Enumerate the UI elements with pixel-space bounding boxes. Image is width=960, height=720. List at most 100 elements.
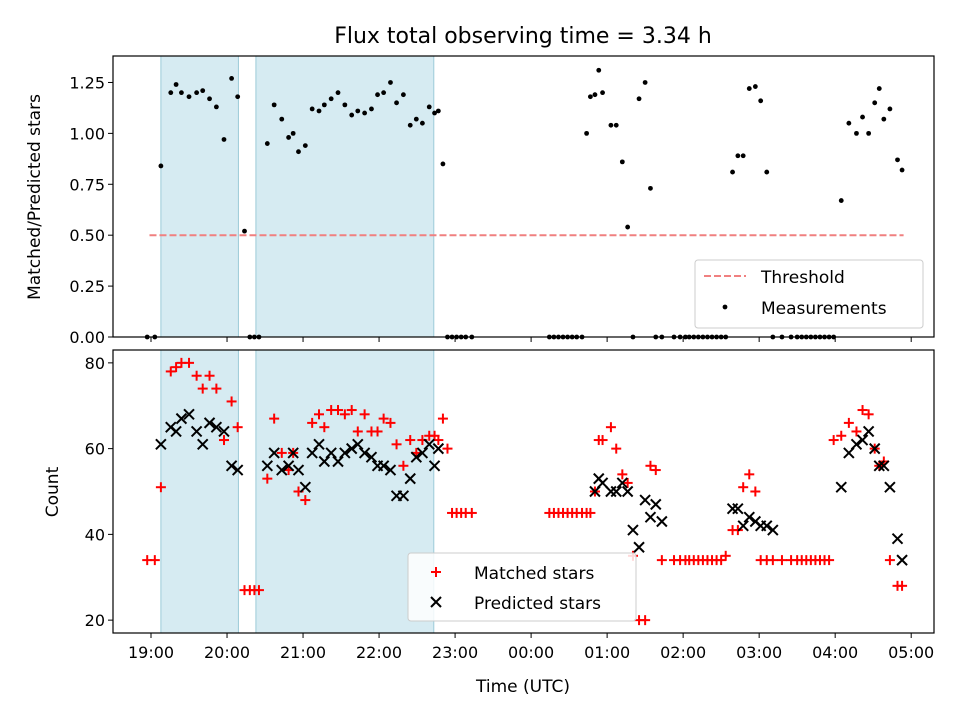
matched-legend-label: Matched stars bbox=[474, 564, 594, 584]
measurements-legend-swatch bbox=[722, 304, 728, 310]
predicted-star-point bbox=[610, 485, 622, 498]
predicted-star-point bbox=[862, 425, 875, 438]
measurement-point bbox=[235, 94, 241, 100]
matched-star-point bbox=[226, 396, 237, 407]
predicted-star-point bbox=[644, 511, 657, 523]
y-tick-label: 0.50 bbox=[69, 226, 105, 245]
predicted-star-point bbox=[850, 438, 863, 451]
predicted-star-point bbox=[397, 490, 410, 502]
y-tick-label: 1.25 bbox=[69, 73, 105, 92]
matched-star-point bbox=[433, 435, 444, 446]
predicted-star-point bbox=[856, 434, 869, 446]
measurement-point bbox=[316, 108, 322, 114]
measurement-point bbox=[381, 90, 387, 96]
predicted-star-point bbox=[306, 447, 318, 459]
matched-star-point bbox=[851, 426, 862, 437]
measurement-point bbox=[309, 106, 315, 112]
matched-star-point bbox=[405, 435, 416, 446]
matched-star-point bbox=[843, 417, 854, 428]
measurement-point bbox=[286, 135, 292, 140]
predicted-star-point bbox=[175, 412, 188, 425]
measurement-point bbox=[881, 116, 887, 122]
matched-star-point bbox=[385, 417, 396, 428]
measurement-point bbox=[876, 86, 882, 91]
matched-star-point bbox=[597, 435, 608, 446]
y-tick-label: 40 bbox=[85, 525, 105, 544]
top-axes-frame bbox=[112, 55, 935, 338]
measurement-point bbox=[642, 80, 648, 85]
measurement-point bbox=[587, 94, 593, 100]
measurement-point bbox=[186, 94, 192, 100]
predicted-star-point bbox=[210, 421, 223, 433]
matched-star-point bbox=[650, 465, 661, 476]
predicted-star-point bbox=[155, 438, 167, 451]
predicted-star-point bbox=[345, 442, 358, 455]
predicted-star-point bbox=[352, 438, 364, 451]
matched-star-point bbox=[750, 486, 761, 497]
matched-star-point bbox=[155, 482, 166, 493]
y-tick-label: 0.25 bbox=[69, 277, 105, 296]
predicted-legend-label: Predicted stars bbox=[474, 594, 601, 614]
measurement-point bbox=[636, 96, 642, 102]
predicted-star-point bbox=[596, 477, 609, 489]
predicted-star-point bbox=[384, 464, 397, 476]
predicted-star-point bbox=[732, 502, 744, 515]
measurement-point bbox=[735, 153, 741, 159]
x-tick-label: 19:00 bbox=[128, 643, 174, 662]
matched-star-point bbox=[767, 555, 778, 566]
measurement-point bbox=[746, 86, 752, 91]
predicted-star-point bbox=[627, 524, 639, 536]
x-tick-label: 00:00 bbox=[508, 643, 554, 662]
measurement-point bbox=[400, 92, 406, 98]
top-x-ticks bbox=[150, 337, 912, 342]
matched-star-point bbox=[863, 409, 874, 420]
measurement-point bbox=[752, 84, 758, 89]
matched-star-point bbox=[378, 413, 389, 424]
ratio-panel: Flux total observing time = 3.34 h 0.000… bbox=[25, 24, 935, 347]
matched-legend-swatch bbox=[431, 567, 441, 577]
measurement-point bbox=[342, 102, 348, 108]
predicted-star-point bbox=[332, 455, 344, 468]
measurement-point bbox=[758, 98, 764, 104]
predicted-star-point bbox=[416, 447, 429, 459]
predicted-star-point bbox=[299, 481, 312, 493]
bottom-y-axis-label: Count bbox=[43, 466, 63, 517]
matched-star-point bbox=[640, 615, 651, 626]
predicted-star-point bbox=[410, 451, 423, 463]
matched-star-point bbox=[352, 426, 363, 437]
predicted-star-point bbox=[231, 464, 244, 476]
measurement-point bbox=[394, 100, 399, 106]
matched-star-point bbox=[346, 405, 357, 416]
matched-star-point bbox=[314, 409, 325, 420]
predicted-star-point bbox=[365, 451, 378, 463]
measurement-point bbox=[613, 122, 619, 128]
measurement-point bbox=[413, 116, 419, 122]
x-axis-label: Time (UTC) bbox=[475, 677, 570, 697]
bottom-y-ticks: 20 40 60 80 bbox=[85, 354, 113, 630]
matched-star-point bbox=[437, 413, 448, 424]
y-tick-label: 20 bbox=[85, 611, 105, 630]
measurement-point bbox=[846, 120, 852, 126]
top-legend-box bbox=[694, 259, 924, 329]
measurement-point bbox=[419, 120, 425, 126]
matched-star-point bbox=[359, 409, 370, 420]
measurement-point bbox=[887, 106, 893, 112]
measurement-point bbox=[355, 108, 361, 114]
y-tick-label: 0.75 bbox=[69, 175, 105, 194]
predicted-star-point bbox=[196, 438, 209, 451]
measurement-point bbox=[730, 169, 735, 175]
matched-star-point bbox=[617, 469, 628, 480]
matched-star-point bbox=[738, 482, 749, 493]
measurement-point bbox=[407, 122, 413, 128]
measurement-point bbox=[895, 157, 900, 163]
matched-star-point bbox=[184, 357, 195, 368]
predicted-star-point bbox=[325, 447, 337, 459]
measurement-point bbox=[321, 102, 327, 108]
measurement-point bbox=[596, 67, 602, 73]
predicted-star-point bbox=[896, 554, 908, 566]
observing-interval bbox=[255, 55, 435, 338]
measurement-point bbox=[435, 108, 441, 114]
matched-star-point bbox=[197, 383, 208, 394]
matched-star-point bbox=[165, 366, 176, 377]
predicted-star-point bbox=[873, 460, 885, 472]
